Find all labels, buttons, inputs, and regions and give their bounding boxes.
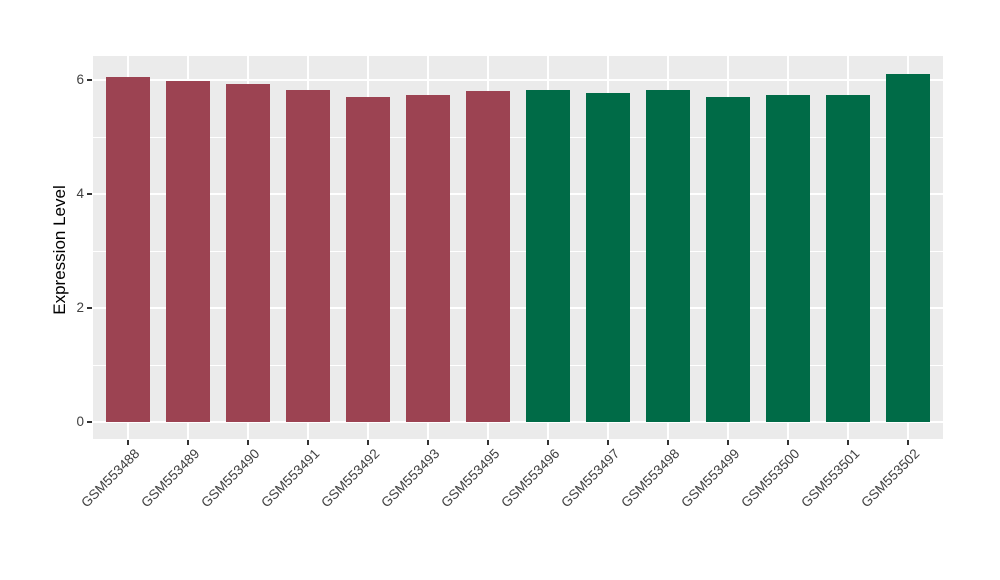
x-tick-mark-GSM553498 xyxy=(667,440,669,445)
bar-GSM553495 xyxy=(466,90,510,422)
y-tick-label-4: 4 xyxy=(76,186,84,201)
bar-GSM553488 xyxy=(106,77,150,422)
x-tick-mark-GSM553497 xyxy=(607,440,609,445)
x-tick-label-GSM553491: GSM553491 xyxy=(258,446,323,511)
bar-GSM553492 xyxy=(346,96,390,422)
x-tick-mark-GSM553499 xyxy=(727,440,729,445)
bar-GSM553497 xyxy=(586,93,630,422)
gridline-y-2 xyxy=(93,307,943,309)
bar-GSM553498 xyxy=(646,89,690,422)
x-tick-mark-GSM553491 xyxy=(307,440,309,445)
x-tick-label-GSM553502: GSM553502 xyxy=(858,446,923,511)
plot-panel xyxy=(93,56,943,439)
y-tick-mark-2 xyxy=(87,307,92,309)
x-tick-mark-GSM553493 xyxy=(427,440,429,445)
gridline-y-6 xyxy=(93,79,943,81)
x-tick-label-GSM553488: GSM553488 xyxy=(78,446,143,511)
x-tick-label-GSM553497: GSM553497 xyxy=(558,446,623,511)
bar-GSM553493 xyxy=(406,94,450,422)
y-tick-label-0: 0 xyxy=(76,414,84,429)
x-tick-mark-GSM553500 xyxy=(787,440,789,445)
bar-GSM553491 xyxy=(286,90,330,422)
y-axis-title: Expression Level xyxy=(50,185,69,315)
gridline-y-0 xyxy=(93,421,943,423)
bar-GSM553499 xyxy=(706,96,750,422)
bar-GSM553501 xyxy=(826,94,870,422)
x-tick-label-GSM553489: GSM553489 xyxy=(138,446,203,511)
y-tick-mark-0 xyxy=(87,421,92,423)
y-tick-mark-6 xyxy=(87,79,92,81)
x-tick-label-GSM553501: GSM553501 xyxy=(798,446,863,511)
bar-GSM553490 xyxy=(226,83,270,422)
y-tick-label-2: 2 xyxy=(76,300,84,315)
bar-GSM553489 xyxy=(166,81,210,422)
gridline-y-4 xyxy=(93,193,943,195)
x-tick-label-GSM553495: GSM553495 xyxy=(438,446,503,511)
y-tick-mark-4 xyxy=(87,193,92,195)
x-tick-mark-GSM553492 xyxy=(367,440,369,445)
y-tick-label-6: 6 xyxy=(76,72,84,87)
x-tick-label-GSM553490: GSM553490 xyxy=(198,446,263,511)
gridline-y-minor-3 xyxy=(93,250,943,252)
x-tick-label-GSM553498: GSM553498 xyxy=(618,446,683,511)
x-tick-label-GSM553493: GSM553493 xyxy=(378,446,443,511)
gridline-y-minor-1 xyxy=(93,364,943,366)
bar-GSM553496 xyxy=(526,90,570,422)
x-tick-label-GSM553499: GSM553499 xyxy=(678,446,743,511)
x-tick-label-GSM553496: GSM553496 xyxy=(498,446,563,511)
x-tick-label-GSM553500: GSM553500 xyxy=(738,446,803,511)
x-tick-mark-GSM553488 xyxy=(127,440,129,445)
x-tick-mark-GSM553490 xyxy=(247,440,249,445)
x-tick-mark-GSM553496 xyxy=(547,440,549,445)
gridline-y-minor-5 xyxy=(93,136,943,138)
x-tick-label-GSM553492: GSM553492 xyxy=(318,446,383,511)
x-tick-mark-GSM553502 xyxy=(907,440,909,445)
bar-GSM553500 xyxy=(766,94,810,422)
x-tick-mark-GSM553501 xyxy=(847,440,849,445)
x-tick-mark-GSM553489 xyxy=(187,440,189,445)
x-tick-mark-GSM553495 xyxy=(487,440,489,445)
bar-GSM553502 xyxy=(886,73,930,422)
